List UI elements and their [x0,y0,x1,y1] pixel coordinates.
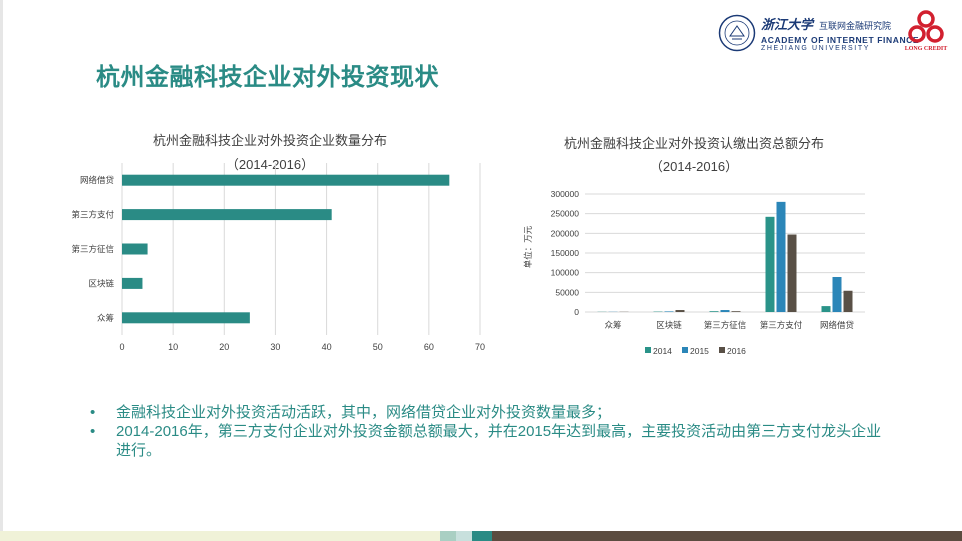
bar [787,234,797,312]
chart-investment-amount: 杭州金融科技企业对外投资认缴出资总额分布 （2014-2016） 单位：万元 0… [523,136,865,356]
legend-label: 2015 [690,346,709,356]
bar [709,311,719,312]
chart-title: 杭州金融科技企业对外投资企业数量分布 [153,133,387,148]
bar [731,311,741,312]
long-credit-logo-text: LONG CREDIT [904,46,948,52]
x-tick-label: 网络借贷 [820,320,855,330]
bar [675,310,685,312]
y-tick-label: 众筹 [97,313,115,323]
chart-title: 杭州金融科技企业对外投资认缴出资总额分布 [564,136,824,151]
legend-swatch [719,347,725,353]
x-tick-label: 60 [424,342,434,352]
legend-swatch [645,347,651,353]
x-tick-label: 区块链 [656,320,682,330]
x-tick-label: 0 [119,342,124,352]
bullet-text: 金融科技企业对外投资活动活跃，其中，网络借贷企业对外投资数量最多； [116,404,612,421]
x-tick-label: 第三方支付 [760,320,803,330]
y-axis-label: 单位：万元 [523,225,533,268]
bar [765,216,775,312]
bar [664,311,674,312]
footer-band [492,531,962,541]
chart-subtitle: （2014-2016） [650,159,738,174]
bullet-item: • 金融科技企业对外投资活动活跃，其中，网络借贷企业对外投资数量最多； [90,403,890,422]
chart-subtitle: （2014-2016） [226,157,314,172]
x-tick-label: 众筹 [604,320,622,330]
y-tick-label: 第三方支付 [71,210,114,220]
y-tick-label: 100000 [551,268,580,278]
slide-left-edge [0,0,3,541]
footer-band [472,531,492,541]
y-tick-label: 第三方征信 [71,244,114,254]
x-tick-label: 第三方征信 [704,320,747,330]
x-tick-label: 70 [475,342,485,352]
footer-band [440,531,456,541]
x-tick-label: 50 [373,342,383,352]
bullet-item: • 2014-2016年，第三方支付企业对外投资金额总额最大，并在2015年达到… [90,422,890,460]
y-tick-label: 300000 [551,189,580,199]
legend-label: 2016 [727,346,746,356]
bullet-dot: • [90,423,96,440]
y-tick-label: 250000 [551,209,580,219]
x-tick-label: 40 [322,342,332,352]
bar [821,306,831,312]
legend-label: 2014 [653,346,672,356]
footer-bar [0,531,962,541]
bar [122,277,143,289]
bullet-dot: • [90,404,96,421]
x-tick-label: 30 [270,342,280,352]
footer-band [456,531,472,541]
y-tick-label: 区块链 [88,278,114,288]
bar [776,201,786,312]
bar [122,312,250,324]
legend-swatch [682,347,688,353]
bar [122,209,332,221]
zju-emblem-icon [718,14,756,52]
zju-name: 浙江大学 [761,18,814,33]
bar [122,174,450,186]
bar [843,290,853,312]
university-name-en: ZHEJIANG UNIVERSITY [761,45,870,52]
y-tick-label: 200000 [551,228,580,238]
bar [720,310,730,312]
page-title: 杭州金融科技企业对外投资现状 [96,63,439,91]
footer-band [0,531,440,541]
y-tick-label: 150000 [551,248,580,258]
x-tick-label: 10 [168,342,178,352]
bullet-text: 2014-2016年，第三方支付企业对外投资金额总额最大，并在2015年达到最高… [116,423,882,459]
institute-logo-text: 浙江大学 互联网金融研究院 ACADEMY OF INTERNET FINANC… [761,14,919,52]
summary-bullets: • 金融科技企业对外投资活动活跃，其中，网络借贷企业对外投资数量最多； • 20… [90,403,890,460]
bar [122,243,148,255]
y-tick-label: 0 [574,307,579,317]
long-credit-logo-icon [908,10,944,43]
chart-investment-count: 杭州金融科技企业对外投资企业数量分布 （2014-2016） 0 10 20 30 40… [71,133,485,352]
institute-name-cn: 互联网金融研究院 [819,21,892,31]
y-tick-label: 网络借贷 [80,175,115,185]
x-tick-label: 20 [219,342,229,352]
y-tick-label: 50000 [555,287,579,297]
institute-name-en: ACADEMY OF INTERNET FINANCE [761,35,920,45]
bar [832,276,842,312]
